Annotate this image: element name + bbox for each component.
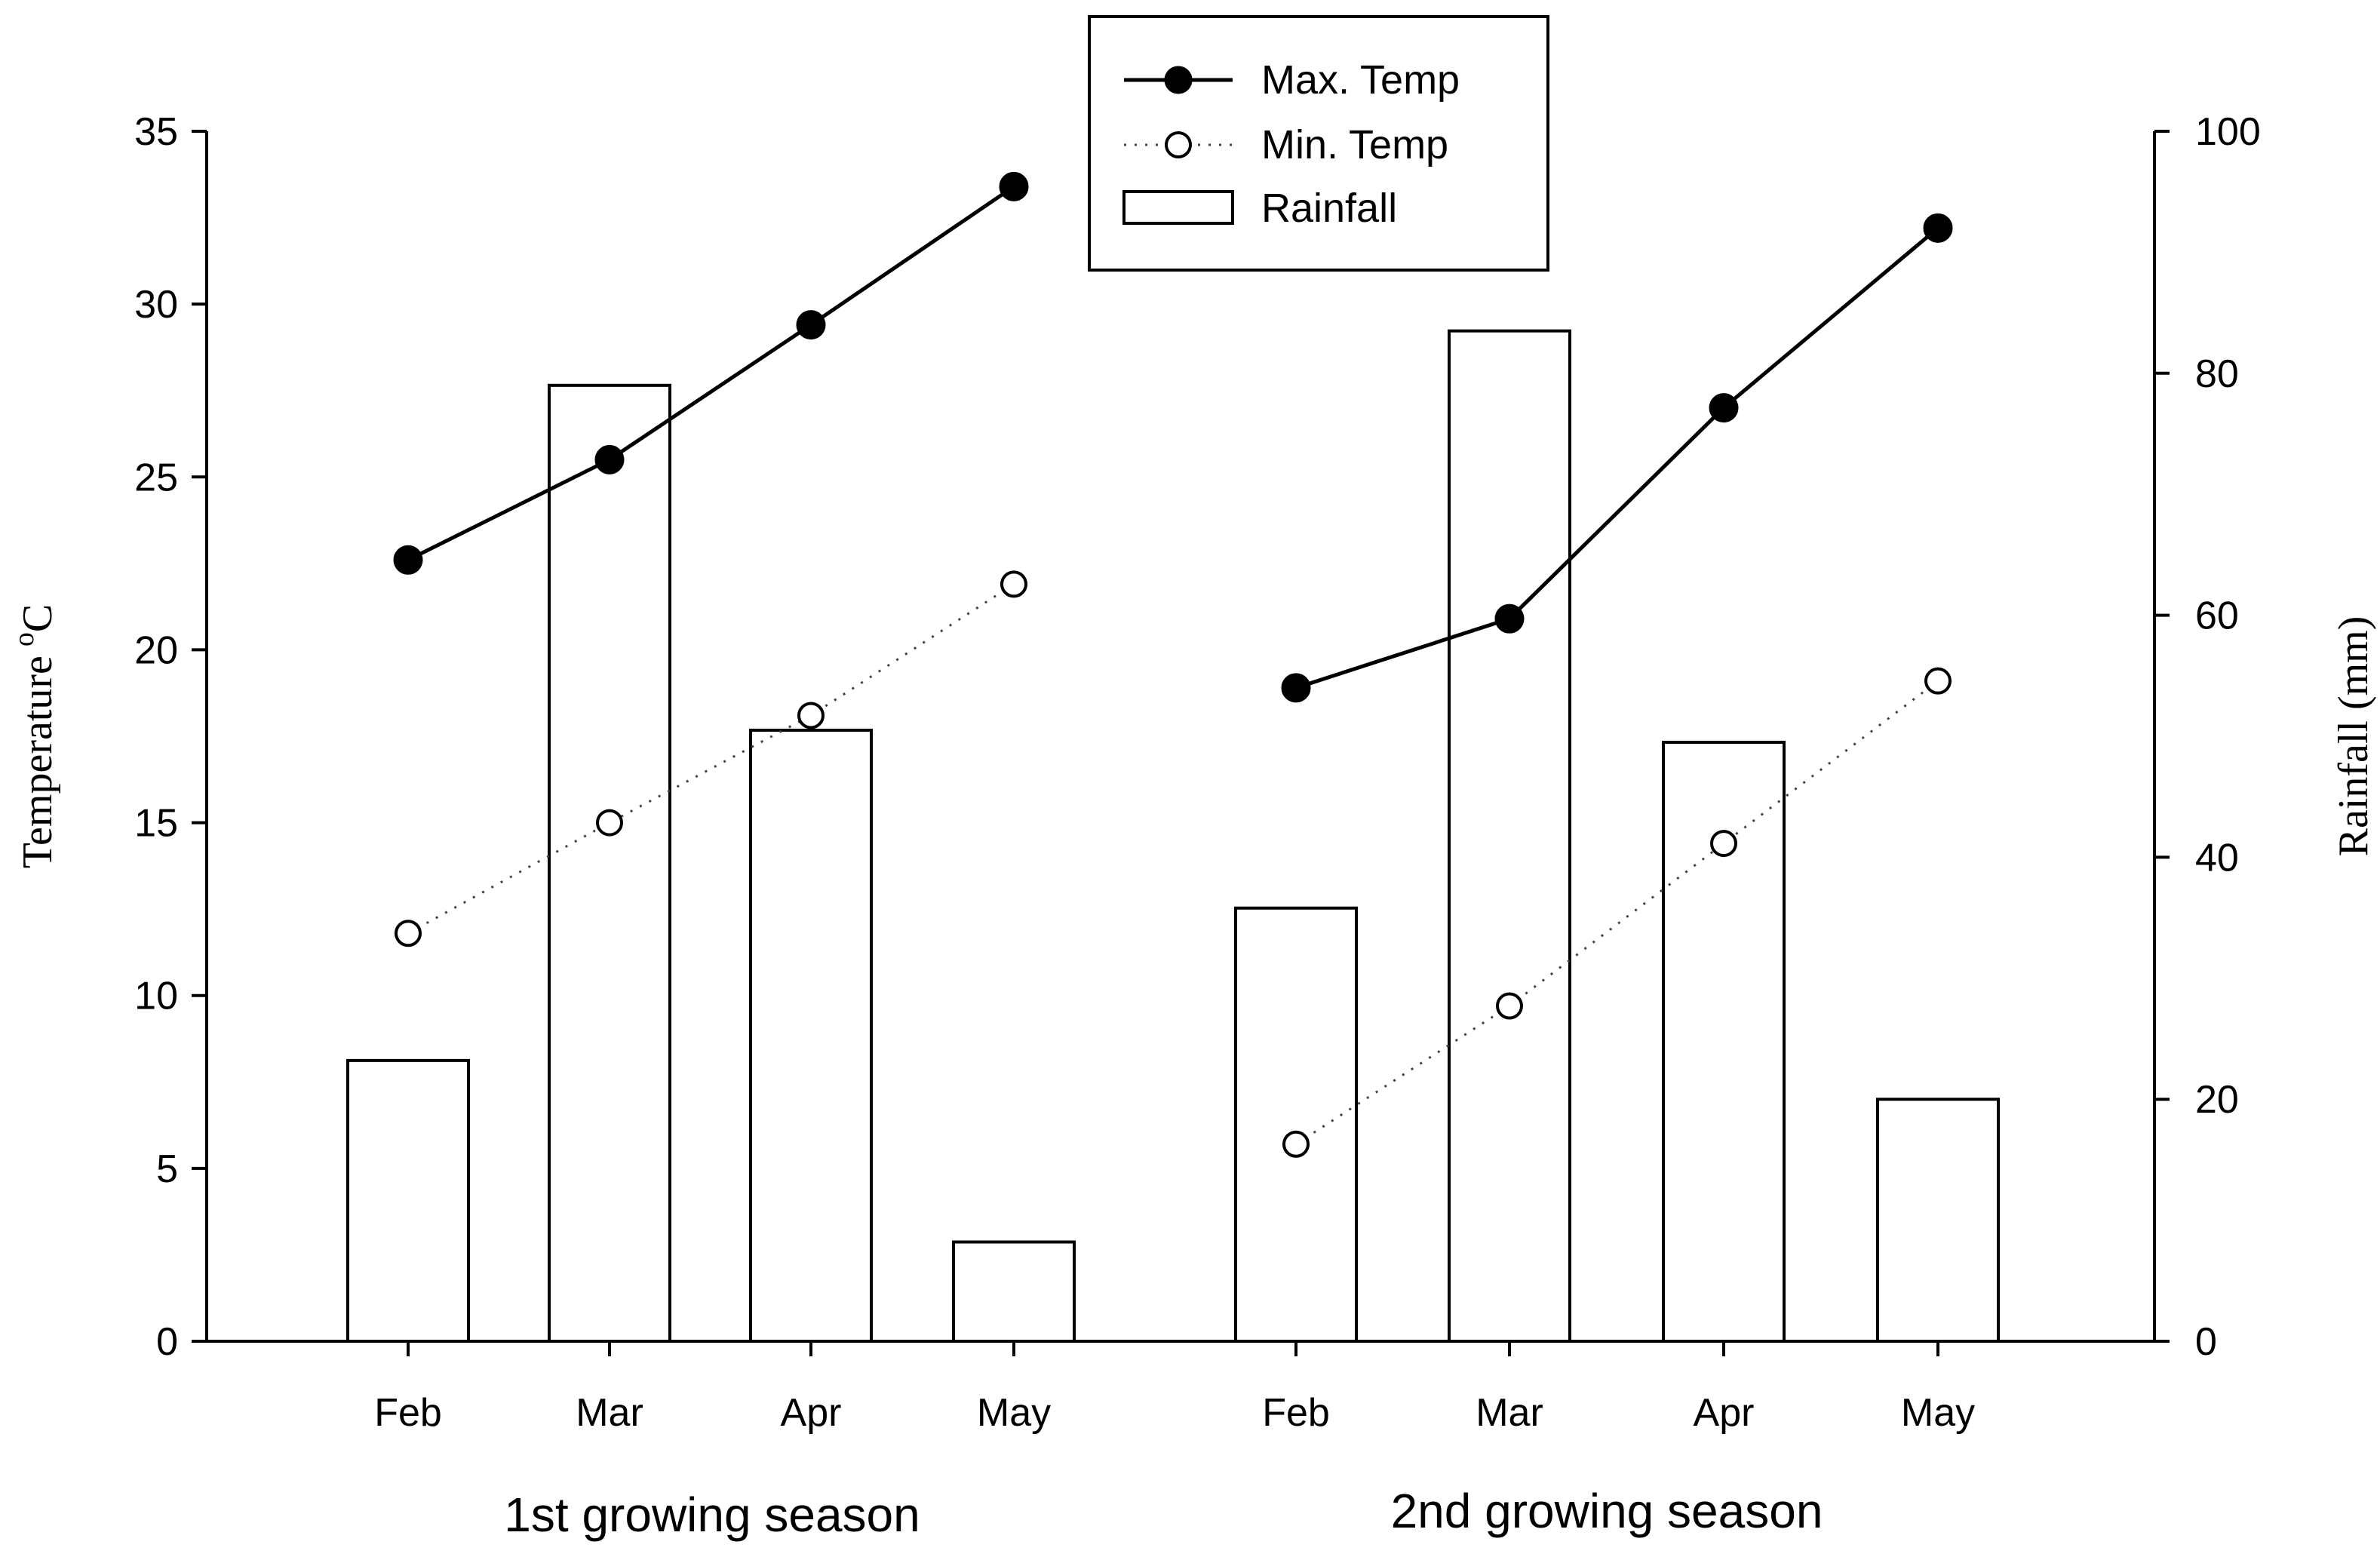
right-tick-label-60: 60 [2195,594,2239,638]
left-tick-label-15: 15 [134,802,178,846]
max-temp-point-s1-mar [594,444,625,474]
right-tick-label-0: 0 [2195,1320,2217,1364]
left-axis-title-unit: C [14,604,61,632]
rainfall-bar-s1-may [952,1240,1076,1344]
legend-max-temp-label: Max. Temp [1261,57,1460,103]
rainfall-bar-s1-mar [548,383,671,1344]
min-temp-point-s2-mar [1496,992,1523,1020]
rainfall-bar-s1-apr [749,728,873,1343]
max-temp-point-s2-feb [1281,673,1311,703]
rainfall-bar-s2-mar [1448,329,1571,1343]
x-tick-label-s2-mar: Mar [1476,1391,1543,1435]
min-temp-point-s2-apr [1710,830,1737,858]
axes [205,131,2156,1343]
right-tick-label-20: 20 [2195,1078,2239,1122]
temperature-points [393,171,1953,1158]
x-tick-label-s2-feb: Feb [1262,1391,1330,1435]
legend-box [1088,15,1549,272]
x-tick-label-s1-may: May [977,1391,1051,1435]
legend-rainfall-label: Rainfall [1261,186,1397,231]
left-tick-label-0: 0 [156,1320,178,1364]
right-tick-label-80: 80 [2195,352,2239,396]
max-temp-line-s1 [407,185,1015,562]
x-tick-label-s1-apr: Apr [781,1391,842,1435]
left-tick-label-30: 30 [134,283,178,327]
rainfall-bar-s2-may [1876,1098,2000,1343]
x-tick-label-s1-feb: Feb [374,1391,442,1435]
min-temp-point-s1-mar [596,809,623,837]
left-tick-label-5: 5 [156,1147,178,1191]
temperature-lines [407,185,1939,1146]
legend-max-temp-marker [1164,66,1193,94]
min-temp-point-s2-may [1924,667,1952,695]
left-tick-label-35: 35 [134,110,178,154]
x-tick-label-s2-apr: Apr [1694,1391,1755,1435]
left-axis-title-degree: o [8,632,40,646]
x-tick-label-s2-may: May [1901,1391,1975,1435]
min-temp-line-s2 [1295,680,1939,1146]
legend: Max. Temp Min. Temp Rainfall [1088,15,1549,272]
min-temp-point-s1-feb [395,920,422,947]
max-temp-line-s2 [1295,226,1939,690]
rainfall-bar-s2-feb [1234,906,1358,1343]
right-tick-label-40: 40 [2195,836,2239,880]
left-tick-label-10: 10 [134,975,178,1018]
max-temp-point-s2-may [1923,213,1953,243]
max-temp-point-s2-apr [1709,393,1739,423]
legend-rainfall-swatch [1122,190,1234,225]
right-axis-ticks: 0 20 40 60 80 100 [2154,110,2261,1364]
right-axis-title: Rainfall (mm) [2330,616,2377,857]
max-temp-point-s1-may [999,171,1029,201]
left-tick-label-25: 25 [134,456,178,499]
left-tick-label-20: 20 [134,628,178,672]
x-tick-label-s1-mar: Mar [576,1391,643,1435]
right-tick-label-100: 100 [2195,110,2261,154]
left-axis-ticks: 0 5 10 15 20 25 30 35 [134,110,207,1364]
max-temp-point-s1-feb [393,545,423,575]
left-axis-title: Temperature oC [8,604,61,869]
min-temp-point-s1-apr [797,702,825,729]
left-axis-title-text: Temperature [14,656,61,868]
min-temp-line-s1 [407,583,1015,935]
season-titles: 1st growing season 2nd growing season [504,1484,1823,1542]
rainfall-bars [346,329,2000,1344]
min-temp-point-s1-may [1000,570,1027,598]
max-temp-point-s2-mar [1494,603,1525,634]
season-title-2: 2nd growing season [1391,1484,1823,1538]
rainfall-bar-s1-feb [346,1058,470,1343]
season-title-1: 1st growing season [504,1488,920,1542]
min-temp-point-s2-feb [1282,1130,1310,1158]
x-axis-ticks: Feb Mar Apr May Feb Mar Apr May [374,1341,1975,1435]
legend-min-temp-label: Min. Temp [1261,122,1448,167]
legend-min-temp-marker [1165,131,1192,158]
max-temp-point-s1-apr [796,310,826,340]
